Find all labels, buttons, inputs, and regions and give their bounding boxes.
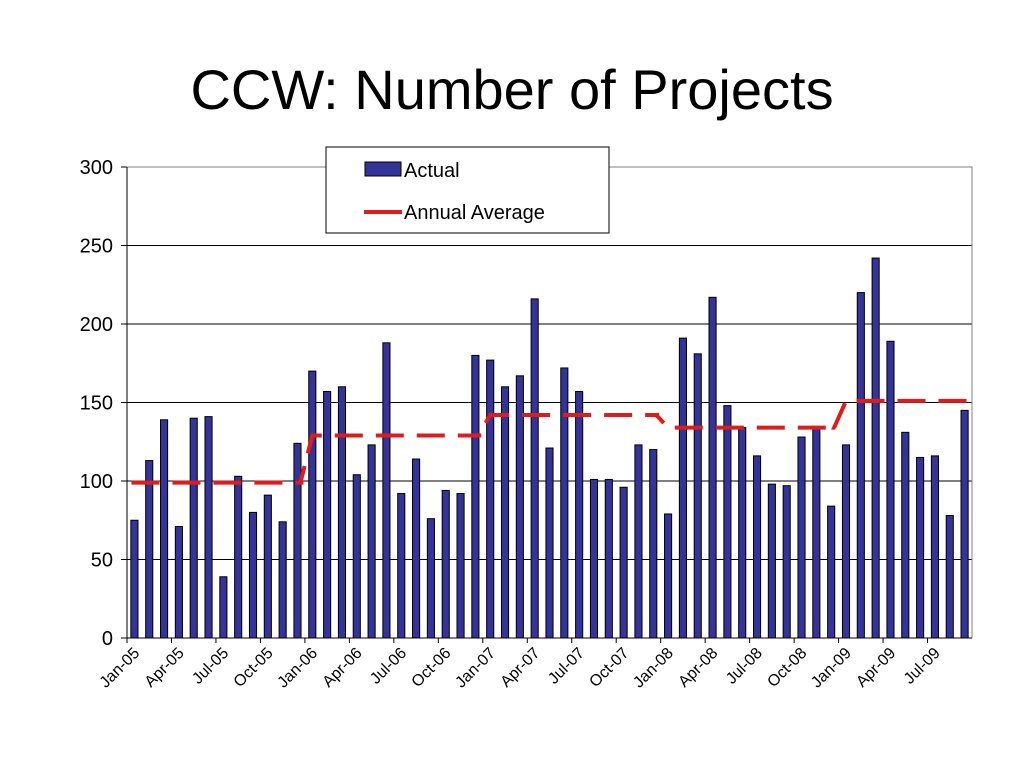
x-tick-label: Jan-06 [275,645,322,692]
x-tick-label: Jul-05 [189,645,232,688]
bar-actual [856,292,865,639]
bar-actual [560,367,569,639]
bar-actual [619,486,628,639]
x-tick-label: Jul-09 [901,645,944,688]
bar-actual [293,442,302,639]
bar-actual [693,353,702,639]
x-tick-label: Oct-07 [586,645,632,691]
bar-actual [945,515,954,639]
bar-actual [841,444,851,639]
legend-label-actual: Actual [404,160,460,182]
bar-actual [545,447,554,639]
bar-actual [901,431,910,639]
bar-actual [263,494,272,639]
bar-actual [782,485,791,639]
legend-label-average: Annual Average [404,202,545,224]
bar-actual [337,386,347,639]
y-tick-label: 250 [80,236,113,258]
x-tick-label: Jan-09 [808,645,855,692]
x-tick-label: Jul-06 [367,645,410,688]
bar-actual [130,519,139,639]
bar-actual [441,489,450,639]
bar-actual [382,342,391,639]
bar-actual [664,513,673,639]
x-tick-label: Oct-06 [409,645,455,691]
y-tick-label: 150 [80,393,113,415]
legend [325,146,610,234]
x-tick-label: Apr-07 [498,645,544,691]
y-tick-label: 300 [80,157,113,179]
bar-actual [871,257,880,639]
x-tick-label: Apr-09 [853,645,899,691]
bar-actual [812,427,821,639]
bar-actual [278,521,287,639]
bar-actual [827,505,836,639]
bar-actual [575,391,584,639]
bar-actual [723,405,732,639]
x-tick-label: Jul-08 [723,645,766,688]
bar-actual [323,391,332,639]
bar-actual [500,386,510,639]
annual-average-line [131,398,971,485]
bar-actual [248,511,258,639]
x-tick-label: Jan-08 [630,645,677,692]
x-tick-label: Jan-07 [452,645,499,692]
x-tick-label: Apr-05 [142,645,188,691]
bar-actual [767,483,776,639]
y-tick-label: 0 [102,628,113,650]
bar-actual [515,375,524,639]
y-tick-label: 200 [80,314,113,336]
bar-actual [367,444,376,639]
bar-actual [160,419,169,639]
bar-actual [145,460,154,639]
bar-actual [960,409,969,639]
bar-actual [930,455,939,639]
y-tick-label: 100 [80,471,113,493]
bar-actual [234,475,243,639]
bar-actual [219,576,228,639]
x-tick-label: Apr-08 [675,645,721,691]
bar-actual [352,474,361,639]
bar-actual [634,444,643,639]
bar-actual [471,354,480,639]
bar-actual [708,296,717,639]
bar-actual [397,493,406,639]
bar-actual [456,493,465,639]
bar-actual [486,359,495,639]
slide-title: CCW: Number of Projects [190,58,834,121]
bar-actual [189,417,198,639]
bar-actual [530,298,539,639]
bar-actual [412,458,421,639]
bar-actual [886,340,895,639]
y-tick-label: 50 [91,550,113,572]
x-tick-label: Jan-05 [97,645,144,692]
bar-actual [797,436,806,639]
bar-actual [589,478,599,639]
x-tick-label: Jul-07 [545,645,588,688]
legend-swatch-actual [364,161,402,177]
bar-actual [916,456,925,639]
bar-actual [738,427,747,639]
bar-actual [308,370,317,639]
x-tick-label: Oct-08 [764,645,810,691]
bar-actual [649,449,658,639]
bar-actual [426,518,435,639]
bar-actual [752,455,762,639]
bar-actual [604,478,613,639]
x-tick-label: Apr-06 [320,645,366,691]
bar-actual [678,337,687,639]
bar-actual [204,416,213,639]
x-tick-label: Oct-05 [231,645,277,691]
bar-actual [174,526,183,639]
